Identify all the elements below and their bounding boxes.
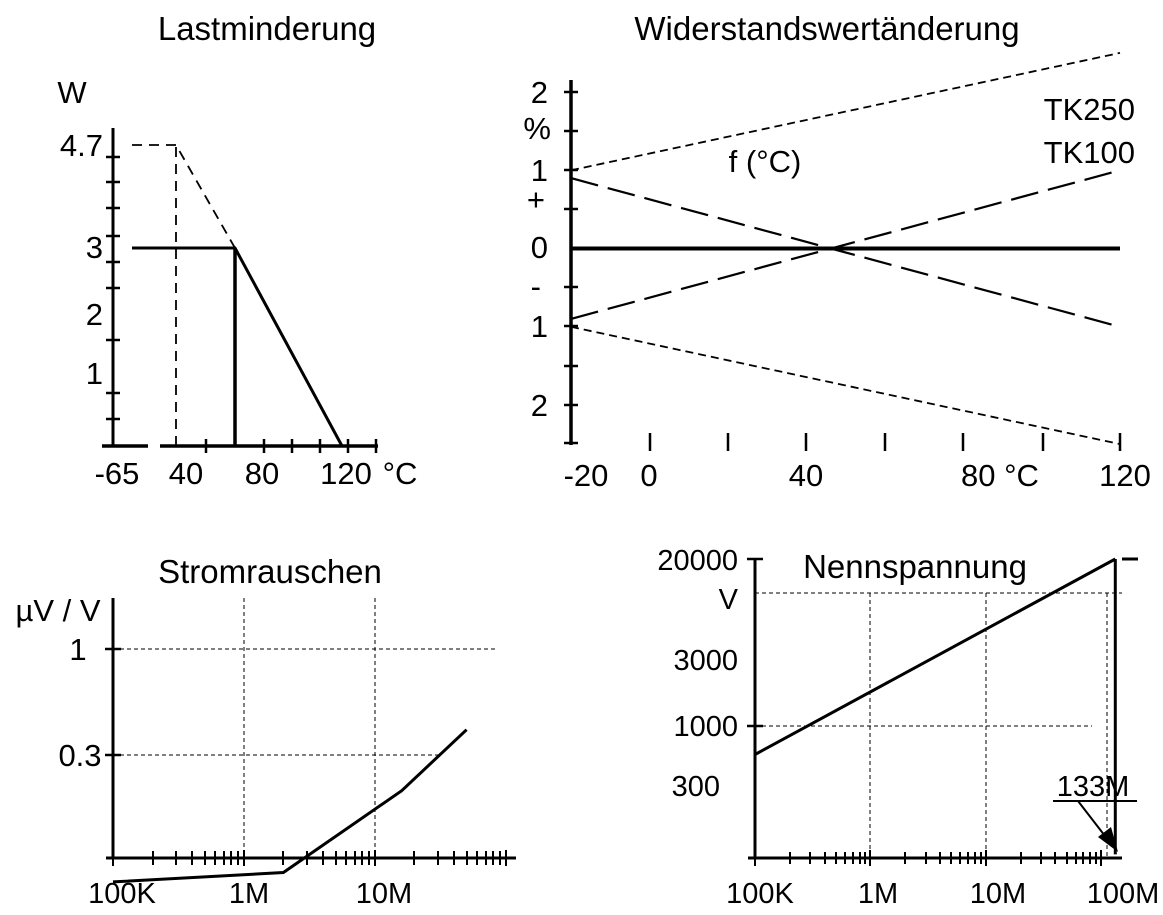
annotation-133m: 133M [1057,771,1130,803]
annotation-arrow-133m [1053,800,1137,852]
x-tick-label-100k: 100K [88,878,156,910]
x-tick-label-40: 40 [169,456,203,491]
tk-lines [570,52,1121,445]
x-tick-label-100m: 100M [1087,878,1160,910]
y-tick-label-20000: 20000 [657,545,738,577]
y-tick-label-1000: 1000 [673,711,738,743]
series-line-2 [570,325,1121,445]
y-tick-label-2: 2 [86,297,103,332]
y-tick-label-plus1: 1 [531,153,548,188]
voltage-lines [754,557,1117,855]
y-tick-label-1: 1 [86,356,103,391]
y-tick-label-3000: 3000 [673,645,738,677]
sign-minus: - [531,269,541,304]
y-tick-label-3: 3 [86,230,103,265]
series-line-1 [570,52,1121,172]
y-tick-label-1: 1 [69,632,86,667]
chart-nennspannung: Nennspannung [657,545,1159,910]
sign-plus: + [527,182,545,217]
x-ticks-lastminderung [204,439,378,453]
chart-lastminderung: Lastminderung W 4.7 3 [57,10,417,491]
grid-stromrauschen [113,598,495,858]
x-tick-label-1m: 1M [858,878,898,910]
x-tick-label-minus20: -20 [564,458,609,493]
x-ticks-stromrauschen [112,850,507,866]
y-ticks-lastminderung [106,155,120,421]
x-ticks-nennspannung [754,850,1102,866]
y-axis-label-percent: % [523,111,551,146]
axes-stromrauschen [106,598,516,860]
noise-lines [112,728,468,884]
x-tick-label-100k: 100K [726,878,794,910]
x-tick-label-10m: 10M [970,878,1026,910]
x-tick-label-80-celsius: 80 °C [961,458,1039,493]
annotation-f-celsius: f (°C) [729,144,802,179]
x-tick-label-0: 0 [640,458,657,493]
y-axis-label-w: W [57,75,87,110]
y-tick-label-0: 0 [531,230,548,265]
y-tick-label-4-7: 4.7 [60,128,103,163]
chart-title-widerstandswertaenderung: Widerstandswertänderung [634,10,1019,47]
series-line-3 [570,177,1121,328]
axes-nennspannung [748,557,1138,860]
chart-stromrauschen: Stromrauschen µV / V [15,553,516,910]
chart-title-stromrauschen: Stromrauschen [158,553,382,590]
series-line-0 [112,728,468,884]
y-tick-label-minus2: 2 [531,388,548,423]
legend-tk100: TK100 [1044,135,1135,170]
chart-title-nennspannung: Nennspannung [803,548,1027,585]
series-line-1 [132,144,236,249]
y-tick-label-minus1: 1 [531,309,548,344]
derating-lines [132,144,344,447]
x-tick-label-40: 40 [789,458,823,493]
legend-tk250: TK250 [1044,92,1135,127]
series-line-0 [132,246,344,447]
series-line-0 [754,557,1117,756]
y-tick-label-300: 300 [672,771,720,803]
x-tick-label-80: 80 [245,456,279,491]
y-axis-label-uv-per-v: µV / V [15,593,100,628]
x-tick-label-10m: 10M [356,878,412,910]
x-tick-label-1m: 1M [229,878,269,910]
series-line-4 [570,169,1121,320]
y-axis-label-v: V [719,584,739,616]
y-ticks-stromrauschen [105,647,121,757]
x-axis-unit-celsius: °C [383,456,418,491]
chart-widerstandswertaenderung: Widerstandswertänderung 2 % 1 + [523,10,1150,493]
y-tick-label-0-3: 0.3 [58,738,101,773]
y-ticks-nennspannung [747,557,763,728]
x-tick-label-120: 120 [1099,458,1151,493]
grid-nennspannung [755,592,1122,858]
x-tick-label-minus65: -65 [95,456,140,491]
x-tick-label-120: 120 [320,456,372,491]
y-tick-label-plus2: 2 [531,75,548,110]
x-ticks-widerstand [648,433,1122,451]
chart-title-lastminderung: Lastminderung [158,10,376,47]
